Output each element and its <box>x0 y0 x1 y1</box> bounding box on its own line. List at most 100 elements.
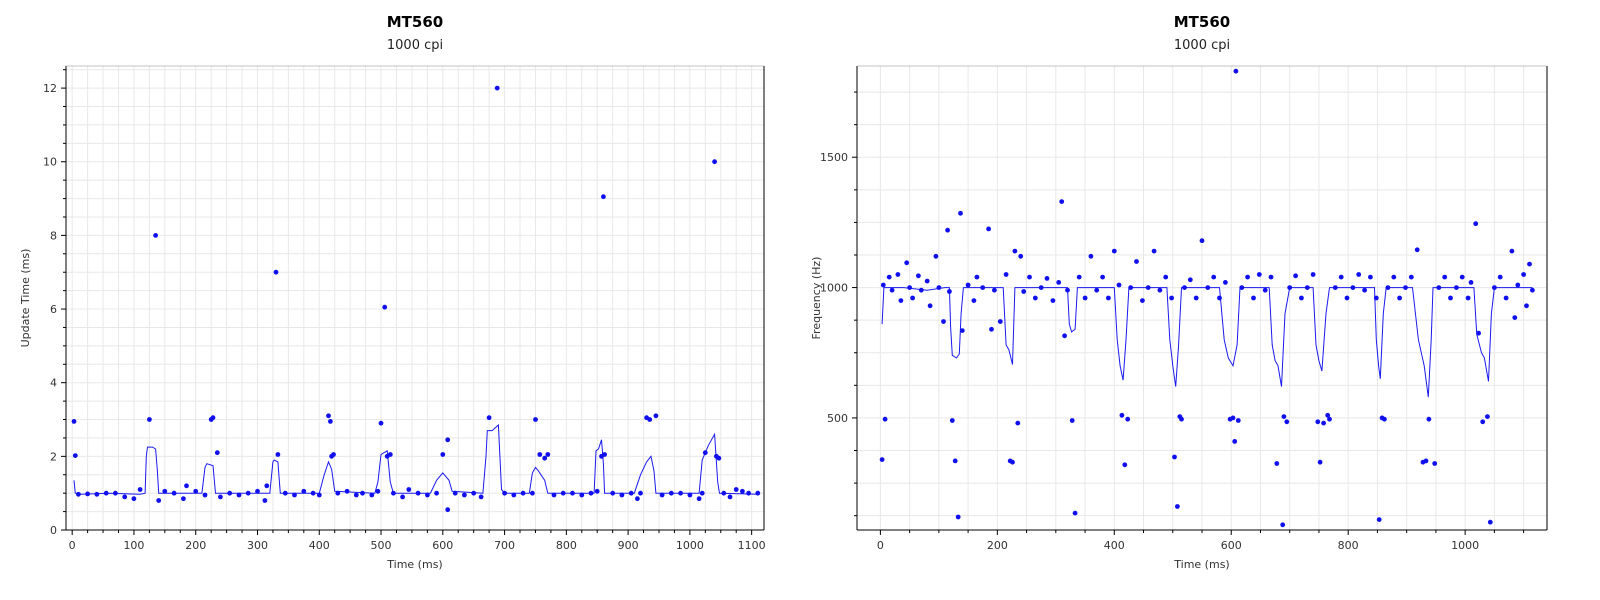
data-point <box>1280 522 1286 528</box>
data-point <box>445 437 451 443</box>
data-point <box>520 490 526 496</box>
data-point <box>1056 280 1062 285</box>
data-point <box>353 492 359 498</box>
data-point <box>1182 285 1187 290</box>
x-axis-label: Time (ms) <box>386 558 442 571</box>
data-point <box>1436 285 1442 290</box>
data-point <box>755 490 761 496</box>
data-point <box>610 490 616 496</box>
data-point <box>1122 462 1128 468</box>
data-point <box>245 490 251 496</box>
data-point <box>1044 276 1050 281</box>
data-point <box>702 450 708 456</box>
x-tick-label: 300 <box>247 539 268 552</box>
data-point <box>1235 418 1241 423</box>
x-tick-label: 1100 <box>738 539 766 552</box>
data-point <box>570 490 575 496</box>
data-point <box>214 450 220 456</box>
data-point <box>310 490 316 496</box>
data-point <box>387 452 393 457</box>
chart-title: MT560 <box>387 13 443 31</box>
data-point <box>997 319 1003 324</box>
data-point <box>1485 414 1490 419</box>
data-point <box>1268 274 1274 280</box>
y-tick-label: 6 <box>50 303 57 316</box>
data-point <box>316 492 322 498</box>
data-point <box>668 490 674 496</box>
data-point <box>1454 285 1459 290</box>
data-point <box>1287 285 1293 290</box>
data-point <box>236 492 242 498</box>
data-point <box>1315 419 1321 425</box>
data-point <box>1128 285 1134 290</box>
x-tick-label: 100 <box>123 539 144 552</box>
data-point <box>1100 274 1105 280</box>
data-point <box>955 514 961 520</box>
data-point <box>602 452 607 457</box>
data-point <box>1403 285 1408 290</box>
data-point <box>1088 253 1094 259</box>
data-point <box>210 415 216 421</box>
data-point <box>1010 459 1015 465</box>
data-point <box>1256 272 1262 277</box>
data-point <box>886 274 892 280</box>
data-point <box>945 227 950 233</box>
data-point <box>452 490 458 496</box>
data-point <box>1205 285 1211 290</box>
data-point <box>1211 274 1217 280</box>
data-point <box>331 452 336 457</box>
data-point <box>716 455 722 461</box>
data-point <box>907 285 912 290</box>
data-point <box>94 491 100 497</box>
data-point <box>1524 303 1529 309</box>
data-point <box>619 492 625 498</box>
data-point <box>1239 285 1245 290</box>
data-point <box>137 487 143 492</box>
data-point <box>162 488 168 494</box>
data-point <box>1232 439 1238 444</box>
data-point <box>328 419 333 424</box>
data-point <box>1432 461 1438 466</box>
data-point <box>628 490 634 496</box>
data-point <box>1172 454 1177 460</box>
data-point <box>292 492 297 498</box>
data-point <box>1065 287 1070 293</box>
data-point <box>1327 416 1332 422</box>
y-tick-label: 0 <box>50 524 57 537</box>
x-tick-label: 600 <box>1221 539 1242 552</box>
frequency-chart: MT560 1000 cpi 0 200 400 600 800 1000 500 1000 150… <box>810 13 1548 571</box>
data-point <box>147 417 152 422</box>
data-point <box>1293 273 1298 279</box>
data-point <box>1069 418 1075 423</box>
data-point <box>1027 274 1032 280</box>
data-point <box>733 487 739 492</box>
x-tick-label: 1000 <box>676 539 704 552</box>
data-point <box>440 452 446 457</box>
data-point <box>1480 419 1486 425</box>
data-point <box>1223 280 1228 285</box>
data-point <box>1515 282 1521 288</box>
data-point <box>391 490 396 496</box>
data-point <box>1368 274 1373 280</box>
data-point <box>76 491 81 497</box>
data-point <box>1332 285 1338 290</box>
data-point <box>889 287 895 293</box>
series-line <box>881 287 1533 398</box>
plot-area <box>879 68 1535 528</box>
data-point <box>1382 416 1387 422</box>
data-point <box>1344 295 1350 301</box>
data-point <box>992 287 997 293</box>
y-axis-label: Update Time (ms) <box>19 249 32 348</box>
chart-title: MT560 <box>1174 13 1230 31</box>
data-point <box>1245 274 1250 280</box>
x-tick-label: 0 <box>877 539 884 552</box>
data-point <box>1262 287 1268 293</box>
data-point <box>360 490 365 496</box>
data-point <box>1119 412 1125 418</box>
data-point <box>696 496 702 502</box>
data-point <box>1179 416 1184 422</box>
data-point <box>1350 285 1356 290</box>
data-point <box>530 490 535 496</box>
data-point <box>1072 510 1078 516</box>
